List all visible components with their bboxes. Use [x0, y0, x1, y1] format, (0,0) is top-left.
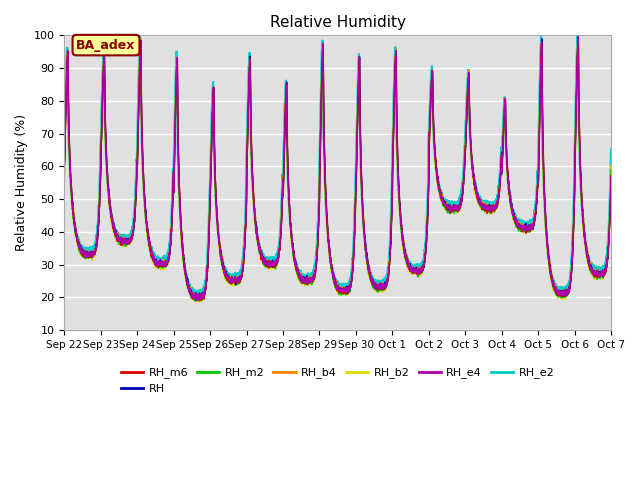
Y-axis label: Relative Humidity (%): Relative Humidity (%) [15, 114, 28, 252]
Text: BA_adex: BA_adex [76, 38, 136, 52]
Title: Relative Humidity: Relative Humidity [269, 15, 406, 30]
Legend: RH_m6, RH, RH_m2, RH_b4, RH_b2, RH_e4, RH_e2: RH_m6, RH, RH_m2, RH_b4, RH_b2, RH_e4, R… [116, 363, 559, 398]
